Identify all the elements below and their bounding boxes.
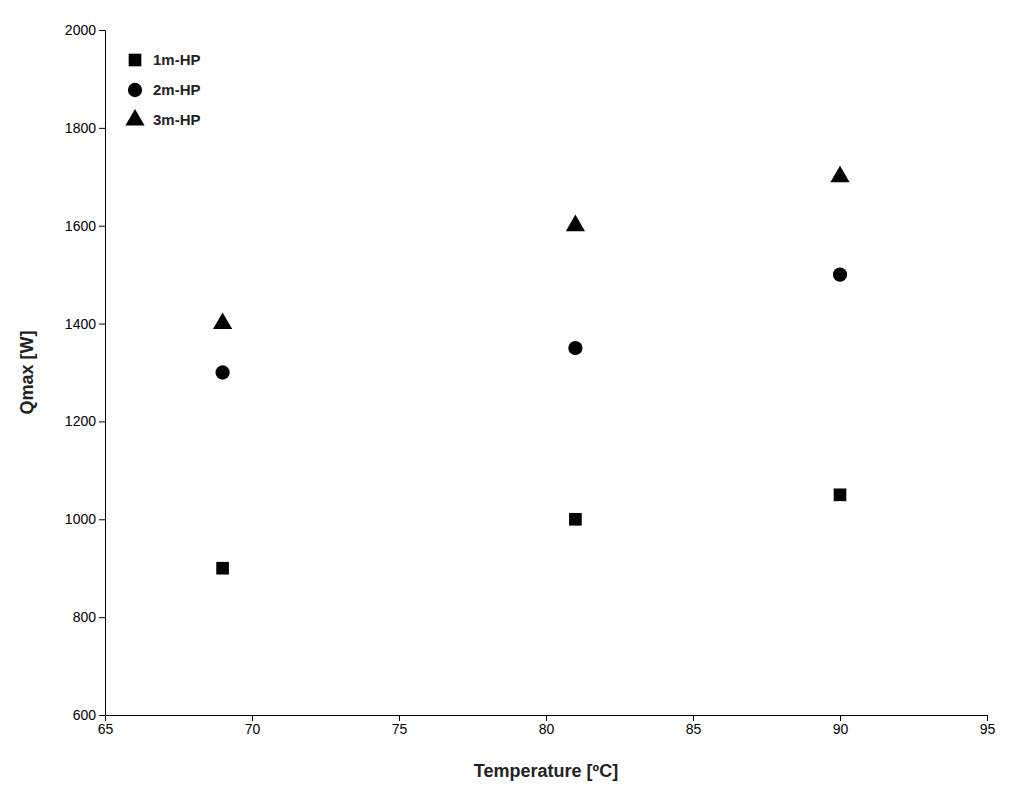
y-tick-mark: [99, 519, 105, 520]
x-tick-label: 95: [980, 721, 996, 737]
y-tick-label: 1400: [65, 316, 96, 332]
y-tick-mark: [99, 324, 105, 325]
y-tick-label: 1000: [65, 511, 96, 527]
legend-label: 2m-HP: [153, 81, 201, 98]
x-tick: 75: [392, 715, 408, 737]
point: [833, 268, 847, 282]
points: [213, 166, 850, 575]
x-axis-title: Temperature [ºC]: [474, 761, 618, 781]
y-tick: 1200: [65, 413, 105, 429]
legend-symbol: [125, 109, 144, 126]
y-tick-mark: [99, 421, 105, 422]
point: [566, 215, 585, 232]
legend-item: 1m-HP: [129, 51, 201, 68]
y-tick-label: 1200: [65, 413, 96, 429]
y-tick: 800: [73, 609, 105, 625]
y-tick-mark: [99, 617, 105, 618]
point: [568, 341, 582, 355]
x-axis: 65 70 75 80 85 90 95: [98, 715, 996, 737]
legend: 1m-HP 2m-HP 3m-HP: [125, 51, 200, 128]
y-tick-label: 2000: [65, 22, 96, 38]
x-tick: 65: [98, 715, 114, 737]
y-tick: 1000: [65, 511, 105, 527]
y-tick-mark: [99, 128, 105, 129]
x-tick-label: 85: [686, 721, 702, 737]
x-tick-label: 80: [539, 721, 555, 737]
point: [569, 513, 582, 526]
point: [830, 166, 849, 183]
x-tick-label: 90: [833, 721, 849, 737]
x-tick: 70: [245, 715, 261, 737]
x-tick-label: 70: [245, 721, 261, 737]
y-axis-line: [99, 31, 106, 716]
y-tick-label: 1600: [65, 218, 96, 234]
series: [215, 268, 847, 380]
y-tick: 1400: [65, 316, 105, 332]
point: [213, 312, 232, 329]
point: [216, 562, 229, 575]
y-tick-mark: [99, 30, 105, 31]
y-tick: 1600: [65, 218, 105, 234]
legend-item: 2m-HP: [128, 81, 201, 98]
y-tick: 1800: [65, 120, 105, 136]
y-tick-label: 800: [73, 609, 97, 625]
x-tick: 90: [833, 715, 849, 737]
legend-symbol: [128, 83, 142, 97]
point: [215, 365, 229, 379]
plot: 65 70 75 80 85 90 95 600 800 1000 1200 1400 1600 1800…: [65, 22, 996, 737]
legend-label: 3m-HP: [153, 111, 201, 128]
series: [213, 166, 850, 329]
legend-label: 1m-HP: [153, 51, 201, 68]
chart: 65 70 75 80 85 90 95 600 800 1000 1200 1400 1600 1800…: [0, 0, 1032, 810]
y-tick: 600: [73, 707, 105, 723]
y-axis: 600 800 1000 1200 1400 1600 1800 2000: [65, 22, 106, 723]
y-tick-mark: [99, 226, 105, 227]
x-tick: 80: [539, 715, 555, 737]
legend-symbol: [129, 54, 142, 67]
x-tick-label: 75: [392, 721, 408, 737]
y-tick-label: 1800: [65, 120, 96, 136]
legend-item: 3m-HP: [125, 109, 200, 128]
y-tick-mark: [99, 715, 105, 716]
y-tick-label: 600: [73, 707, 97, 723]
series: [216, 488, 846, 574]
y-axis-title: Qmax [W]: [17, 330, 37, 414]
y-tick: 2000: [65, 22, 105, 38]
x-tick-label: 65: [98, 721, 114, 737]
point: [834, 488, 847, 501]
x-tick: 85: [686, 715, 702, 737]
x-tick: 95: [980, 715, 996, 737]
